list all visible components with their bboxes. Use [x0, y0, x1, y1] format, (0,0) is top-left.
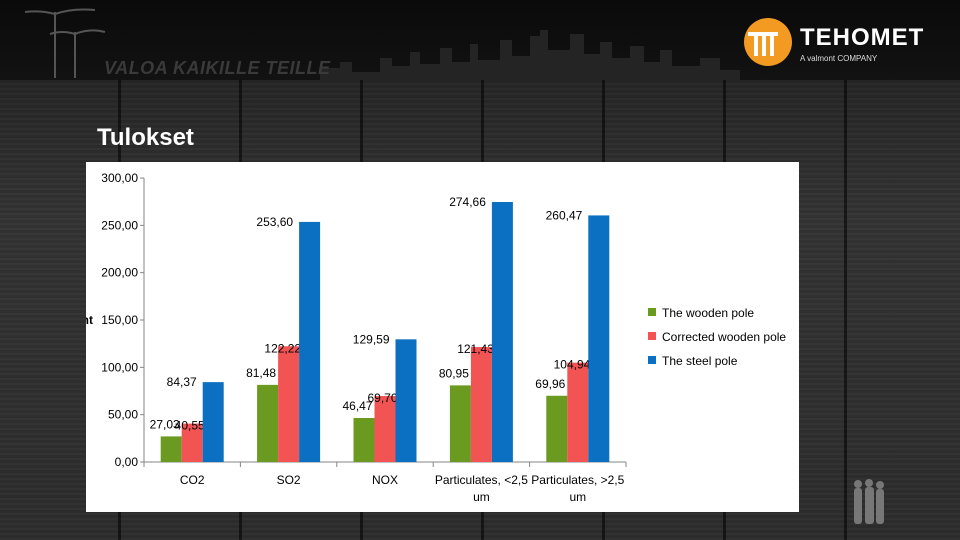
x-category-label: um [473, 490, 490, 504]
y-axis-label: Point [86, 313, 93, 327]
y-tick-label: 150,00 [101, 313, 138, 327]
y-tick-label: 250,00 [101, 218, 138, 232]
logo-sub: A valmont COMPANY [800, 54, 878, 63]
skyline-graphic [24, 8, 740, 80]
bar [299, 221, 321, 462]
bar [353, 418, 375, 462]
legend-label: The wooden pole [662, 306, 754, 320]
logo-name: TEHOMET [800, 24, 925, 51]
legend-swatch [648, 356, 656, 364]
bar [257, 384, 279, 462]
bar [546, 395, 568, 462]
y-tick-label: 50,00 [108, 408, 138, 422]
slogan: VALOA KAIKILLE TEILLE [104, 58, 331, 78]
x-category-label: Particulates, >2,5 [531, 473, 624, 487]
people-silhouette-graphic [854, 479, 884, 524]
data-label: 121,43 [457, 342, 494, 356]
tehomet-logo: TEHOMET A valmont COMPANY [740, 14, 950, 70]
y-tick-label: 200,00 [101, 266, 138, 280]
bar [470, 347, 492, 462]
bar [278, 346, 300, 462]
data-label: 69,96 [535, 377, 565, 391]
street-lamps-graphic [24, 8, 106, 78]
data-label: 104,94 [554, 358, 591, 372]
data-label: 80,95 [439, 366, 469, 380]
y-tick-label: 0,00 [115, 455, 139, 469]
logo-icon [744, 18, 792, 66]
bar [491, 201, 513, 462]
x-category-label: SO2 [277, 473, 301, 487]
x-category-label: CO2 [180, 473, 205, 487]
data-label: 253,60 [256, 215, 293, 229]
x-category-label: Particulates, <2,5 [435, 473, 528, 487]
x-category-label: NOX [372, 473, 398, 487]
chart-panel: 0,00 50,00 100,00 150,00 200,00 250,00 300,00 P… [86, 162, 799, 512]
data-label: 46,47 [342, 399, 372, 413]
y-tick-label: 300,00 [101, 171, 138, 185]
bar [449, 385, 471, 462]
bar [160, 436, 182, 462]
bar [202, 382, 224, 462]
legend-label: Corrected wooden pole [662, 330, 786, 344]
data-label: 84,37 [167, 375, 197, 389]
legend-label: The steel pole [662, 354, 738, 368]
legend-swatch [648, 308, 656, 316]
data-label: 260,47 [546, 208, 583, 222]
bar [567, 362, 589, 462]
bar [181, 423, 203, 462]
data-label: 81,48 [246, 366, 276, 380]
data-label: 122,22 [264, 341, 301, 355]
data-label: 27,03 [150, 417, 180, 431]
bar [588, 215, 610, 462]
header-band: VALOA KAIKILLE TEILLE TEHOMET A valmont … [0, 0, 960, 80]
bar-chart: 0,00 50,00 100,00 150,00 200,00 250,00 300,00 P… [86, 171, 786, 504]
page-title: Tulokset [97, 124, 194, 151]
data-label: 40,55 [175, 419, 205, 433]
x-category-label: um [569, 490, 586, 504]
data-label: 274,66 [449, 195, 486, 209]
data-label: 69,70 [367, 391, 397, 405]
legend-swatch [648, 332, 656, 340]
data-label: 129,59 [353, 332, 390, 346]
y-tick-label: 100,00 [101, 360, 138, 374]
bar [395, 339, 417, 462]
bar [374, 396, 396, 462]
